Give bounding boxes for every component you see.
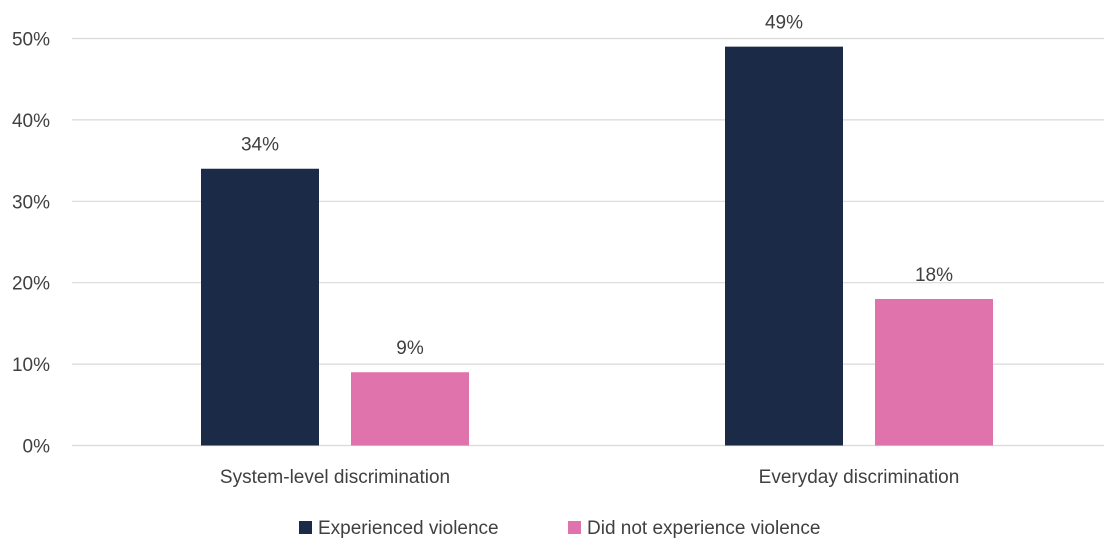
bar-not-experienced-0 [351,372,469,446]
bar-experienced-1 [725,46,843,446]
x-category-label: Everyday discrimination [759,467,960,488]
legend-swatch [568,521,581,534]
bar-not-experienced-1 [875,298,993,446]
y-tick-label: 10% [12,355,50,376]
bars [201,46,993,446]
data-label: 49% [765,13,803,34]
data-label: 34% [241,135,279,156]
legend-swatch [299,521,312,534]
y-tick-label: 40% [12,111,50,132]
y-tick-label: 20% [12,274,50,295]
x-axis-categories: System-level discrimination Everyday disc… [220,467,959,488]
legend: Experienced violence Did not experience v… [299,518,820,539]
data-label: 18% [915,265,953,286]
y-tick-label: 0% [23,437,51,458]
legend-label: Did not experience violence [587,518,820,539]
data-labels: 34% 9% 49% 18% [241,13,953,360]
y-tick-label: 50% [12,30,50,51]
y-axis-ticks: 0% 10% 20% 30% 40% 50% [12,30,50,458]
data-label: 9% [396,338,424,359]
bar-experienced-0 [201,168,319,446]
x-category-label: System-level discrimination [220,467,450,488]
legend-label: Experienced violence [318,518,499,539]
y-tick-label: 30% [12,192,50,213]
